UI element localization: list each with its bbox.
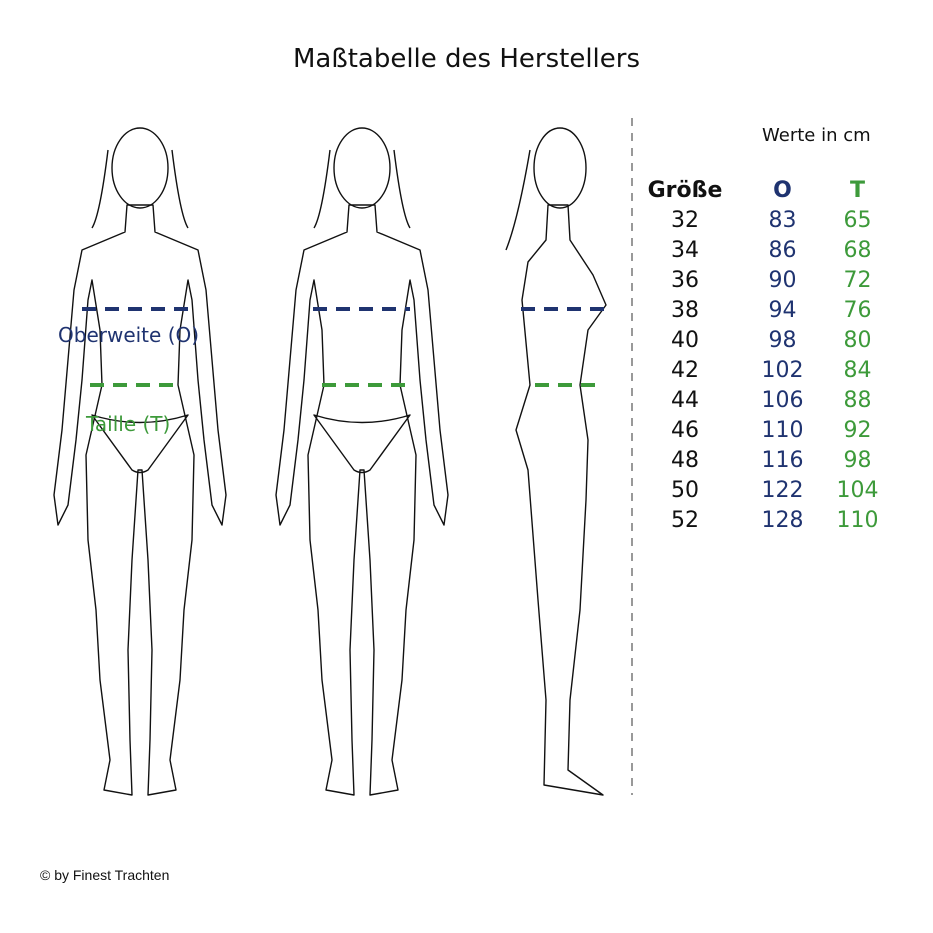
size-table: Größe O T 32 83 65 34 86 68 36 90 72 38 94 76 40 98 80… [640,176,880,536]
waist-cell: 92 [843,418,872,443]
header-size: Größe [647,178,723,203]
size-cell: 32 [671,208,699,233]
table-row: 40 98 80 [640,326,880,356]
bust-cell: 90 [768,268,797,293]
waist-cell: 84 [843,358,872,383]
size-cell: 50 [671,478,699,503]
waist-cell: 88 [843,388,872,413]
table-row: 44 106 88 [640,386,880,416]
table-row: 38 94 76 [640,296,880,326]
waist-cell: 76 [843,298,872,323]
table-header-row: Größe O T [640,176,880,206]
waist-label: Taille (T) [86,412,171,436]
bust-cell: 128 [761,508,804,533]
header-bust: O [773,178,792,203]
waist-cell: 80 [843,328,872,353]
front-view-hair [91,149,189,229]
size-cell: 40 [671,328,699,353]
table-row: 34 86 68 [640,236,880,266]
front-view-head [111,127,169,209]
side-view-head [533,127,587,209]
table-row: 52 128 110 [640,506,880,536]
bust-cell: 83 [768,208,797,233]
size-cell: 52 [671,508,699,533]
size-cell: 48 [671,448,699,473]
size-cell: 38 [671,298,699,323]
bust-cell: 94 [768,298,797,323]
page-title: Maßtabelle des Herstellers [292,44,641,74]
size-cell: 44 [671,388,699,413]
bust-cell: 102 [761,358,804,383]
back-view-head [333,127,391,209]
front-view-briefs [91,414,189,474]
back-view-hair [313,149,411,229]
waist-cell: 65 [843,208,872,233]
bust-label: Oberweite (O) [58,323,200,347]
bust-cell: 116 [761,448,804,473]
size-cell: 42 [671,358,699,383]
back-view-body [275,204,449,796]
bust-cell: 86 [768,238,797,263]
table-row: 32 83 65 [640,206,880,236]
bust-cell: 98 [768,328,797,353]
back-view-briefs [313,414,411,474]
side-view-hair [505,149,531,251]
table-row: 36 90 72 [640,266,880,296]
bust-cell: 106 [761,388,804,413]
table-row: 50 122 104 [640,476,880,506]
table-row: 46 110 92 [640,416,880,446]
table-row: 48 116 98 [640,446,880,476]
table-row: 42 102 84 [640,356,880,386]
size-cell: 36 [671,268,699,293]
copyright-footer: © by Finest Trachten [40,867,170,883]
header-waist: T [849,178,865,203]
waist-cell: 68 [843,238,872,263]
size-cell: 46 [671,418,699,443]
size-cell: 34 [671,238,699,263]
waist-cell: 110 [836,508,879,533]
unit-note: Werte in cm [762,125,871,146]
front-view-body [53,204,227,796]
side-view-body [515,204,607,796]
waist-cell: 98 [843,448,872,473]
waist-cell: 104 [836,478,879,503]
bust-cell: 122 [761,478,804,503]
bust-cell: 110 [761,418,804,443]
waist-cell: 72 [843,268,872,293]
